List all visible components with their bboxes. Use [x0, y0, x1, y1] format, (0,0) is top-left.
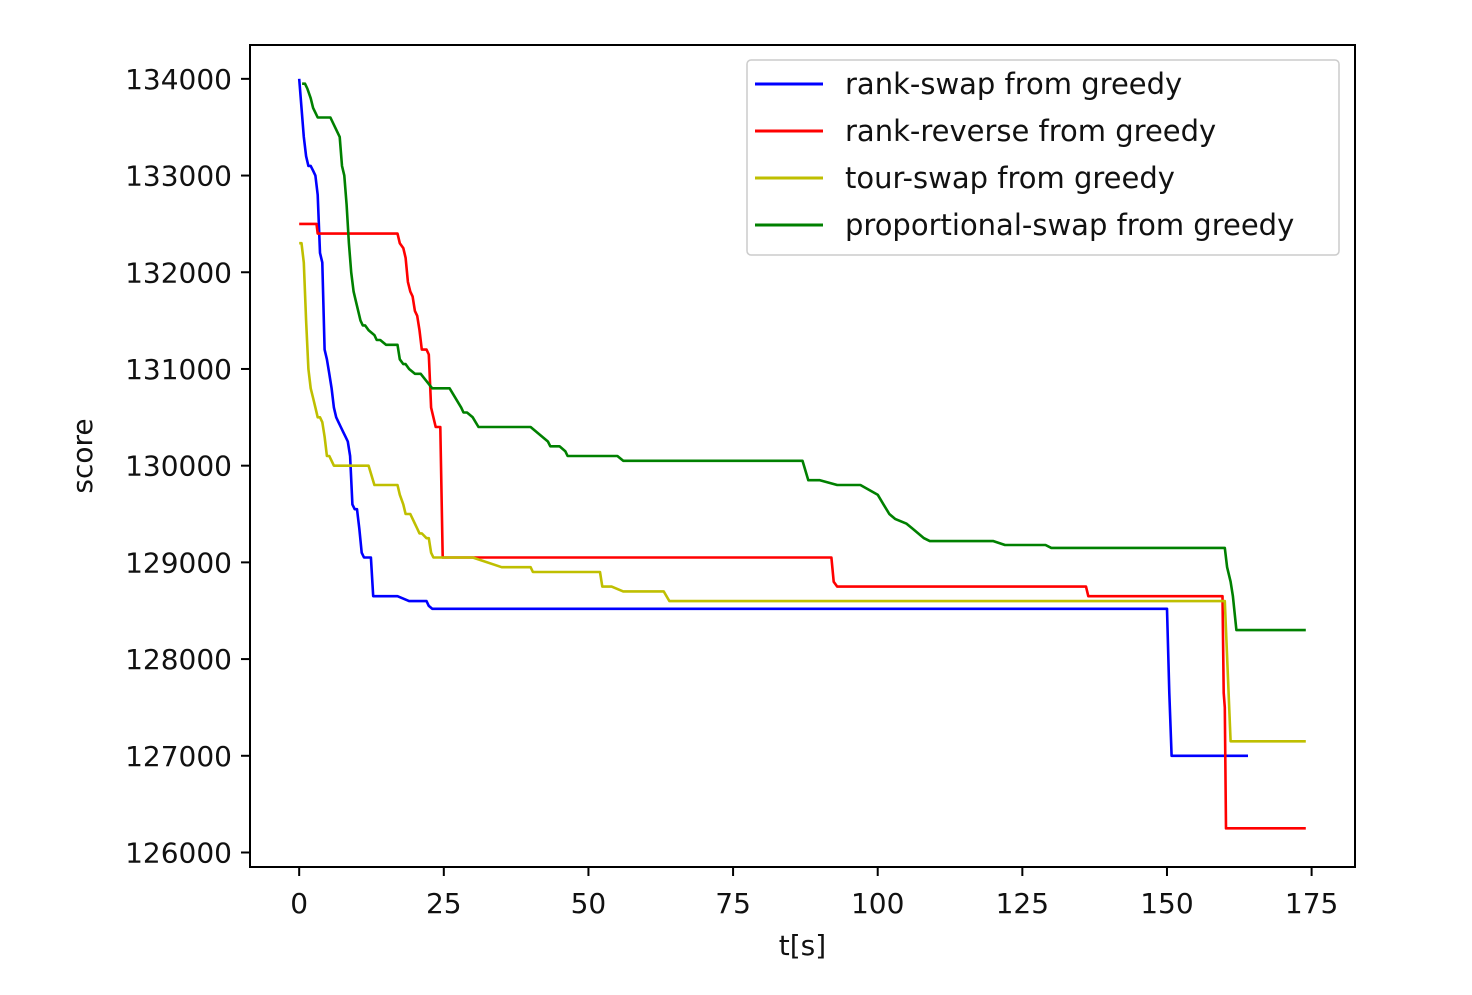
- x-tick-label: 50: [571, 887, 607, 920]
- x-tick-label: 0: [290, 887, 308, 920]
- y-tick-label: 127000: [125, 740, 232, 773]
- x-axis: 0 25 50 75 100 125 150 175: [290, 867, 1338, 920]
- x-tick-label: 175: [1285, 887, 1338, 920]
- legend-entry: proportional-swap from greedy: [755, 208, 1294, 242]
- legend-label: rank-swap from greedy: [845, 67, 1182, 101]
- series-line: [299, 241, 1306, 743]
- y-tick-label: 128000: [125, 643, 232, 676]
- y-tick-label: 130000: [125, 450, 232, 483]
- legend-label: tour-swap from greedy: [845, 161, 1175, 195]
- series-line: [302, 82, 1306, 632]
- legend-box: [746, 59, 1340, 256]
- y-tick-label: 126000: [125, 836, 232, 869]
- y-tick-label: 131000: [125, 353, 232, 386]
- x-axis-label: t[s]: [779, 929, 826, 962]
- legend-entry: tour-swap from greedy: [755, 161, 1175, 195]
- x-tick-label: 125: [996, 887, 1049, 920]
- legend: rank-swap from greedy rank-reverse from …: [746, 59, 1340, 256]
- legend-label: rank-reverse from greedy: [845, 114, 1216, 148]
- series-line: [297, 78, 1248, 758]
- x-tick-label: 100: [851, 887, 904, 920]
- y-tick-label: 129000: [125, 546, 232, 579]
- y-axis: 126000 127000 128000 129000 130000 131000 1320…: [125, 63, 250, 869]
- legend-entry: rank-swap from greedy: [755, 67, 1182, 101]
- legend-label: proportional-swap from greedy: [845, 208, 1294, 242]
- x-tick-label: 75: [715, 887, 751, 920]
- y-tick-label: 133000: [125, 160, 232, 193]
- y-axis-label: score: [66, 418, 99, 493]
- x-tick-label: 150: [1140, 887, 1193, 920]
- series-layer: [297, 78, 1306, 830]
- x-tick-label: 25: [426, 887, 462, 920]
- y-tick-label: 132000: [125, 256, 232, 289]
- legend-entry: rank-reverse from greedy: [755, 114, 1216, 148]
- plot-frame: [249, 44, 1356, 868]
- y-tick-label: 134000: [125, 63, 232, 96]
